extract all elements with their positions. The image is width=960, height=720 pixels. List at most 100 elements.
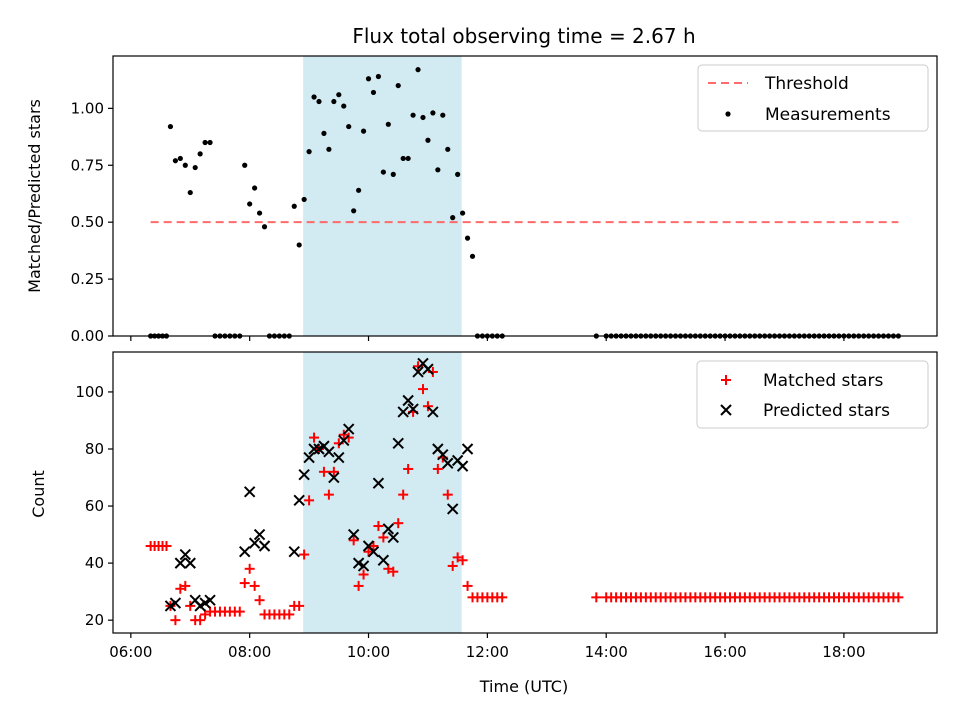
- measurement-point: [182, 162, 188, 168]
- matched-star-point: [323, 489, 334, 500]
- x-b: [427, 406, 439, 418]
- x-b: [179, 548, 192, 561]
- top-y-tick-label: 0.50: [71, 213, 104, 231]
- predicted-star-point: [288, 545, 300, 558]
- matched-star-point: [318, 466, 329, 477]
- x-tick-label: 14:00: [585, 643, 628, 661]
- x-b: [417, 357, 429, 370]
- matched-star-point: [457, 555, 468, 566]
- predicted-star-point: [243, 486, 256, 498]
- x-b: [407, 403, 419, 415]
- x-b: [318, 440, 330, 452]
- measurement-point: [301, 196, 307, 203]
- measurement-point: [360, 128, 367, 134]
- x-b: [720, 404, 732, 416]
- measurement-point: [469, 253, 476, 259]
- bottom-y-tick-label: 100: [75, 383, 104, 401]
- bottom-shaded-span: [303, 352, 462, 633]
- x-b: [461, 443, 474, 455]
- matched-star-point: [309, 432, 320, 443]
- x-b: [387, 531, 399, 544]
- legend-matched-label: Matched stars: [763, 371, 883, 391]
- bottom-y-tick-label: 60: [85, 497, 104, 515]
- measurement-point: [435, 167, 441, 173]
- x-b: [169, 597, 182, 609]
- x-b: [397, 406, 409, 418]
- x-tick-label: 12:00: [466, 643, 509, 661]
- matched-star-point: [239, 578, 250, 589]
- predicted-star-point: [333, 451, 345, 464]
- matched-star-point: [417, 384, 428, 395]
- x-b: [446, 503, 459, 515]
- bottom-y-tick-label: 40: [85, 554, 104, 572]
- measurement-point: [197, 151, 203, 157]
- measurement-point: [455, 171, 461, 177]
- matched-star-point: [403, 463, 414, 474]
- matched-star-point: [348, 535, 359, 546]
- matched-star-point: [294, 600, 305, 611]
- top-shaded-span: [303, 56, 462, 336]
- matched-star-point: [161, 540, 172, 551]
- predicted-star-point: [169, 597, 182, 609]
- measurement-point: [316, 98, 322, 105]
- predicted-star-point: [293, 494, 305, 507]
- x-b: [392, 437, 404, 449]
- predicted-star-point: [308, 443, 320, 455]
- x-tick-label: 10:00: [347, 643, 390, 661]
- predicted-star-point: [347, 528, 360, 541]
- matched-star-point: [170, 615, 181, 626]
- matched-star-point: [328, 466, 339, 477]
- x-b: [323, 446, 335, 458]
- x-tick-label: 06:00: [109, 643, 152, 661]
- measurement-point: [167, 123, 174, 130]
- x-b: [184, 557, 196, 569]
- measurement-point: [375, 73, 382, 80]
- top-y-tick-label: 0.25: [71, 270, 104, 288]
- measurement-point: [425, 137, 431, 143]
- matched-star-point: [180, 580, 191, 591]
- measurement-point: [311, 94, 317, 100]
- measurement-point: [321, 130, 327, 136]
- predicted-star-point: [174, 557, 187, 569]
- predicted-star-point: [442, 457, 454, 469]
- x-tick-label: 16:00: [703, 643, 746, 661]
- measurement-point: [192, 164, 198, 171]
- top-legend: Threshold Measurements: [697, 64, 929, 132]
- measurement-point: [460, 210, 466, 216]
- predicted-star-point: [397, 406, 409, 418]
- bottom-axes-frame: [112, 351, 938, 634]
- measurement-point: [177, 155, 183, 162]
- x-tick-label: 18:00: [822, 643, 865, 661]
- predicted-star-point: [392, 437, 404, 449]
- bottom-panel: 20 40 60 80 100 06:00 08:00 10:00 12:00 14:00 16:0…: [75, 351, 938, 661]
- x-b: [412, 366, 424, 378]
- matched-star-point: [398, 489, 409, 500]
- predicted-star-point: [412, 366, 424, 378]
- top-y-tick-label: 0.75: [71, 156, 104, 174]
- measurement-point: [415, 67, 421, 73]
- measurement-point: [450, 215, 456, 221]
- predicted-star-point: [382, 523, 395, 535]
- predicted-star-point: [258, 540, 271, 552]
- measurement-point: [385, 121, 391, 127]
- top-chart-title: Flux total observing time = 2.67 h: [352, 24, 695, 48]
- x-b: [382, 523, 395, 535]
- measurement-point: [341, 103, 347, 109]
- x-b: [248, 537, 261, 549]
- top-y-tick-label: 0.00: [71, 327, 104, 345]
- top-y-tick-label: 1.00: [71, 99, 104, 117]
- matched-star-point: [249, 580, 260, 591]
- matched-star-point: [462, 580, 473, 591]
- matched-star-point: [353, 580, 364, 591]
- x-b: [422, 363, 434, 375]
- measurement-point: [356, 187, 362, 193]
- measurement-point: [400, 155, 406, 162]
- predicted-star-point: [253, 528, 266, 541]
- x-tick-label: 08:00: [228, 643, 271, 661]
- legend-matched-swatch: [721, 375, 731, 385]
- measurement-point: [445, 146, 451, 152]
- measurement-point: [405, 155, 411, 162]
- x-b: [437, 448, 449, 461]
- measurement-point: [306, 149, 312, 155]
